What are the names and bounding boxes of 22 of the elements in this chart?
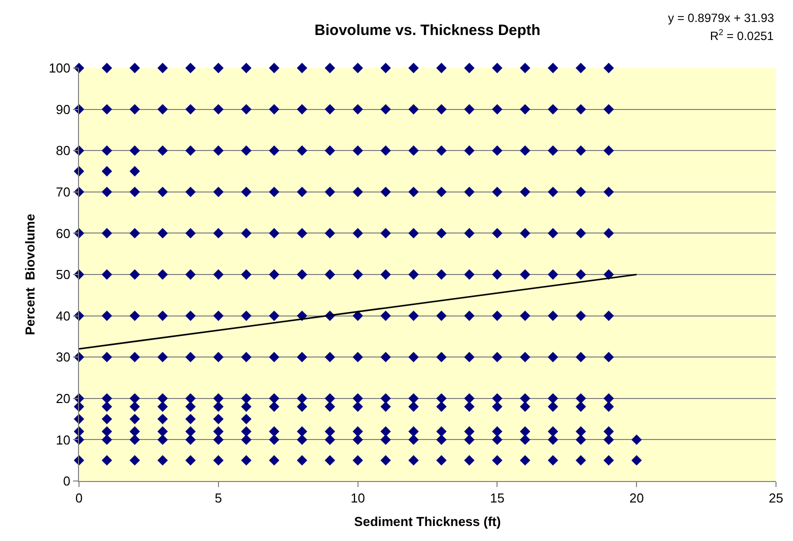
- x-axis-title: Sediment Thickness (ft): [354, 514, 501, 530]
- y-tick-label: 80: [56, 143, 70, 158]
- y-tick-label: 50: [56, 267, 70, 282]
- x-tick-label: 5: [214, 490, 222, 506]
- y-tick-label: 90: [56, 102, 70, 117]
- x-tick-label: 15: [490, 490, 504, 506]
- x-tick-label: 25: [768, 490, 784, 506]
- text: R$^{2}$ = 0.0251: [710, 27, 774, 44]
- y-tick-label: 30: [56, 350, 70, 365]
- x-tick-label: 20: [629, 490, 644, 506]
- x-tick-label: 10: [350, 490, 366, 506]
- chart-title: Biovolume vs. Thickness Depth: [314, 22, 540, 39]
- x-tick-label: 0: [75, 490, 83, 506]
- y-tick-label: 60: [56, 226, 70, 241]
- y-axis-title: Percent Biovolume: [22, 214, 38, 336]
- y-tick-label: 0: [63, 474, 70, 489]
- y-tick-label: 100: [48, 60, 70, 76]
- y-tick-label: 10: [56, 432, 70, 448]
- y-tick-label: 40: [56, 308, 70, 324]
- y-tick-label: 20: [56, 390, 70, 406]
- text: y = 0.8979x + 31.93: [668, 11, 774, 25]
- y-tick-label: 70: [56, 184, 70, 200]
